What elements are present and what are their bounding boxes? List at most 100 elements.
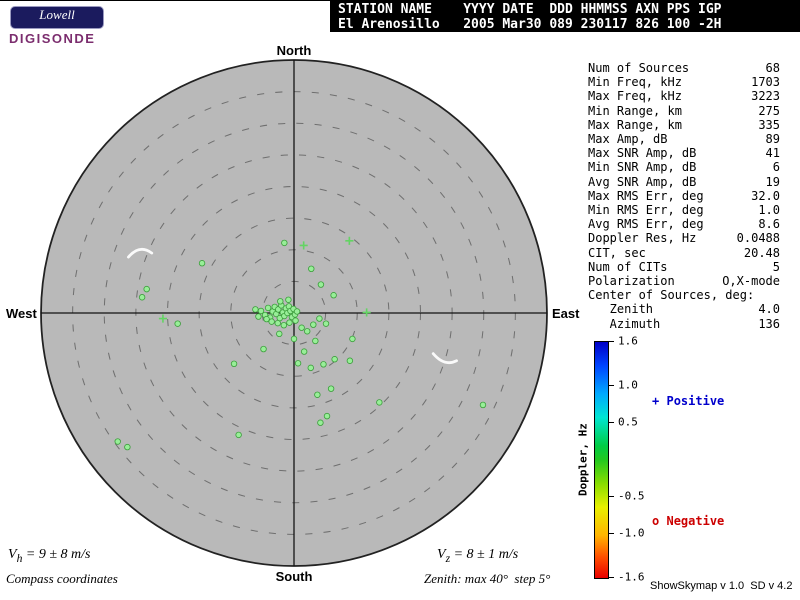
source-point [124,443,131,451]
stat-row: Min Freq, kHz 1703 [588,75,780,89]
stat-label: Min Freq, kHz [588,75,682,90]
stat-value: 1703 [751,75,780,90]
stat-row: Min SNR Amp, dB 6 [588,160,780,174]
stat-value: 1.0 [758,203,780,218]
source-point [263,315,270,323]
source-point [285,296,292,303]
source-point [252,306,259,313]
source-point [260,345,267,353]
white-arc [126,247,154,259]
stat-value: 20.48 [743,245,780,260]
station-header-values: El Arenosillo 2005 Mar30 089 230117 826 … [338,17,722,32]
colorbar-tick-label: -1.0 [618,526,645,540]
stat-label: Max SNR Amp, dB [588,146,697,161]
lowell-logo: Lowell [10,6,104,29]
station-header-bar: STATION NAME YYYY DATE DDD HHMMSS AXN PP… [330,1,800,32]
compass-north-label: North [276,43,312,58]
app-version: ShowSkymap v 1.0 SD v 4.2 [650,580,793,592]
source-point [331,356,338,363]
compass-south-label: South [275,569,313,584]
source-point [310,321,317,328]
source-point [327,385,335,392]
source-point-positive [158,314,167,323]
source-point [346,357,354,364]
stat-value: O,X-mode [722,274,780,289]
horizontal-velocity-readout: Vh = 9 ± 8 m/s [8,547,90,565]
stats-panel: Num of Sources 68 Min Freq, kHz 1703 Max Fre… [588,61,780,331]
colorbar-tick [609,341,614,342]
source-point [298,324,305,331]
stat-row: Avg RMS Err, deg 8.6 [588,217,780,231]
colorbar-tick [609,532,614,534]
stat-label: Max Range, km [588,117,682,132]
source-point [174,320,181,327]
stat-row: Num of CITs 5 [588,260,780,274]
colorbar-axis-label: Doppler, Hz [577,405,590,515]
legend-negative: o Negative [652,514,724,528]
source-point [268,318,275,325]
source-point-positive [362,308,371,317]
stat-row: Center of Sources, deg: [588,288,780,302]
legend-positive-label: Positive [666,394,725,408]
source-point [317,281,325,288]
stat-label: Avg RMS Err, deg [588,217,704,232]
stat-value: 32.0 [751,188,780,203]
source-point [304,328,311,335]
colorbar-tick [609,422,614,424]
station-header-columns: STATION NAME YYYY DATE DDD HHMMSS AXN PP… [338,2,722,17]
stat-value: 136 [758,316,780,331]
colorbar-tick [609,385,614,387]
stat-row: Zenith 4.0 [588,302,780,316]
stat-value: 41 [765,146,780,161]
stat-row: CIT, sec 20.48 [588,246,780,260]
circle-icon: o [652,514,660,528]
source-point [330,292,337,299]
stat-value: 8.6 [758,217,780,232]
stat-label: Max RMS Err, deg [588,188,704,203]
stat-row: Polarization O,X-mode [588,274,780,288]
vh-subscript: h [16,551,23,565]
zenith-scale-note: Zenith: max 40° step 5° [424,571,551,586]
stat-value: 5 [772,259,780,274]
stat-value: 68 [765,61,780,75]
source-point [314,391,321,398]
source-point [281,239,288,247]
stat-row: Max RMS Err, deg 32.0 [588,189,780,203]
stat-value: 89 [765,132,780,147]
stat-label: CIT, sec [588,245,646,260]
source-point [274,319,281,327]
source-point [143,285,150,293]
source-point [293,308,301,315]
vertical-velocity-readout: Vz = 8 ± 1 m/s [437,547,518,565]
source-point [300,348,308,355]
source-point [479,401,487,409]
source-point [277,298,284,305]
white-arc [431,352,458,365]
stat-row: Avg SNR Amp, dB 19 [588,175,780,189]
source-point-positive [345,236,354,245]
source-point [294,360,302,367]
vh-value: = 9 ± 8 m/s [25,547,91,562]
stat-label: Min Range, km [588,103,682,118]
stat-label: Zenith [588,302,654,317]
compass-west-label: West [6,306,37,321]
skymap: North South West East [6,43,579,584]
vz-subscript: z [445,551,451,565]
stat-row: Max Freq, kHz 3223 [588,89,780,103]
stat-row: Azimuth 136 [588,317,780,331]
doppler-axis-text: Doppler, Hz [576,423,590,496]
stat-label: Polarization [588,274,675,289]
colorbar-tick-label: 1.0 [618,378,638,392]
source-point [290,335,298,343]
plus-icon: + [652,394,660,408]
stat-value: 0.0488 [736,231,780,246]
source-point [308,265,315,273]
source-point [255,313,262,320]
source-point-positive [299,241,308,250]
vz-value: = 8 ± 1 m/s [453,547,519,562]
source-point [114,438,121,445]
source-point [349,335,356,343]
stat-label: Azimuth [588,316,661,331]
stat-label: Center of Sources, deg: [588,288,755,303]
